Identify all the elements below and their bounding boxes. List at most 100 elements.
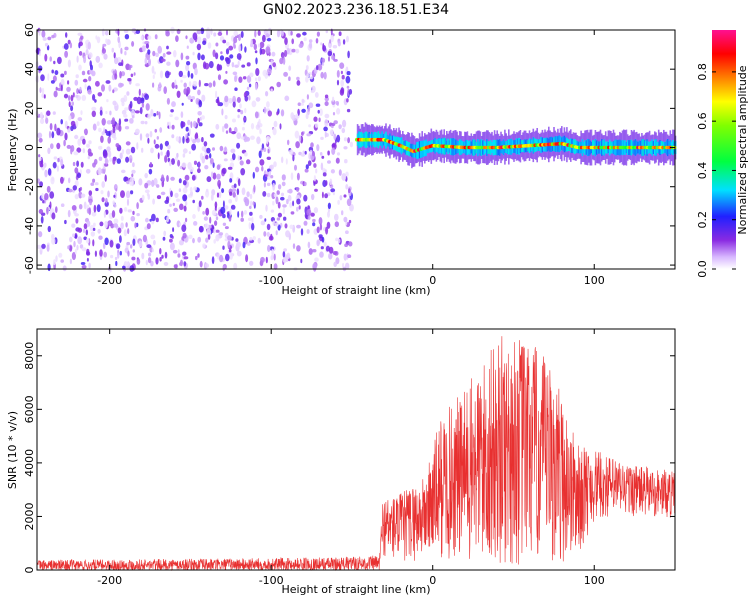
spectrogram-cell — [165, 31, 170, 37]
spectrogram-cell — [164, 140, 169, 147]
spectrogram-x-ticks: -200 -100 0 100 — [97, 30, 605, 287]
spectrogram-cell — [284, 37, 288, 45]
spectrogram-cell — [169, 203, 172, 207]
spectrogram-cell — [119, 207, 123, 214]
spectrogram-cell — [337, 199, 340, 205]
spectrogram-cell — [308, 41, 313, 49]
spectrogram-cell — [82, 148, 86, 154]
spectrogram-cell — [123, 207, 128, 212]
spectrogram-cell — [47, 263, 51, 272]
spectrogram-cell — [71, 101, 74, 106]
spectrogram-cell — [92, 123, 97, 131]
spectrogram-cell — [298, 135, 302, 143]
spectrogram-cell — [182, 148, 188, 154]
spectrogram-cell — [259, 47, 262, 56]
spectrogram-cell — [119, 152, 123, 160]
spectrogram-cell — [333, 261, 338, 267]
spectrogram-cell — [254, 50, 258, 54]
spectrogram-cell — [156, 184, 160, 188]
spectrogram-cell — [297, 102, 301, 106]
spectrogram-cell — [215, 216, 219, 221]
spectrogram-cell — [86, 237, 90, 244]
spectrogram-cell — [225, 253, 230, 262]
spectrogram-cell — [192, 51, 195, 56]
spectrogram-cell — [85, 229, 89, 236]
spectrogram-cell — [182, 251, 187, 256]
spectrogram-cell — [331, 147, 336, 155]
spectrogram-cell — [255, 166, 260, 173]
spectrogram-cell — [347, 137, 350, 144]
spectrogram-cell — [252, 201, 255, 206]
spectrogram-cell — [181, 224, 187, 232]
spectrogram-cell — [288, 149, 294, 155]
spectrogram-cell — [133, 72, 136, 76]
spectrogram-cell — [343, 146, 348, 150]
spectrogram-cell — [45, 117, 49, 124]
spectrogram-cell — [138, 88, 141, 96]
spectrogram-cell — [261, 165, 264, 172]
spectrogram-cell — [313, 163, 317, 168]
spectrogram-cell — [47, 168, 52, 176]
spectrogram-cell — [73, 240, 76, 248]
spectrogram-cell — [283, 71, 288, 77]
spectrogram-cell — [245, 254, 249, 263]
spectrogram-cell — [88, 262, 91, 269]
spectrogram-cell — [164, 70, 170, 79]
spectrogram-cell — [344, 159, 348, 164]
spectrogram-cell — [125, 148, 131, 155]
spectrogram-cell — [71, 205, 77, 211]
spectrogram-cell — [83, 129, 87, 134]
spectrogram-cell — [55, 86, 58, 91]
spectrogram-cell — [266, 231, 270, 237]
spectrogram-cell — [332, 96, 335, 102]
spectrogram-cell — [130, 109, 136, 118]
spectrogram-cell — [198, 161, 201, 169]
spectrogram-cell — [82, 228, 86, 233]
spectrogram-cell — [341, 74, 345, 80]
spectrogram-cell — [338, 124, 342, 130]
spectrogram-cell — [205, 263, 209, 268]
spectrogram-cell — [88, 207, 92, 216]
spectrogram-cell — [104, 157, 108, 165]
spectrogram-cell — [109, 110, 112, 116]
spectrogram-cell — [85, 43, 88, 49]
spectrogram-cell — [104, 220, 108, 229]
spectrogram-cell — [316, 240, 320, 247]
spectrogram-cell — [321, 236, 325, 243]
spectrogram-cell — [285, 158, 288, 165]
spectrogram-cell — [167, 144, 171, 150]
spectrogram-cell — [347, 50, 350, 59]
spectrogram-cell — [67, 209, 71, 218]
spectrogram-cell — [82, 138, 86, 145]
spectrogram-cell — [38, 231, 43, 238]
spectrogram-cell — [286, 47, 290, 55]
spectrogram-cell — [249, 260, 254, 266]
spectrogram-cell — [318, 234, 323, 239]
spectrogram-cell — [49, 191, 55, 199]
spectrogram-cell — [225, 57, 231, 65]
spectrogram-cell — [193, 221, 198, 226]
spectrogram-cell — [121, 109, 127, 115]
spectrogram-cell — [125, 141, 131, 146]
spectrogram-cell — [175, 84, 178, 89]
spectrogram-cell — [89, 200, 92, 206]
spectrogram-cell — [300, 258, 303, 264]
spectrogram-cell — [120, 215, 124, 222]
spectrogram-cell — [197, 253, 200, 258]
spectrogram-cell — [199, 225, 204, 233]
spectrogram-cell — [306, 209, 312, 216]
spectrogram-cell — [145, 217, 149, 223]
spectrogram-cell — [228, 199, 233, 204]
spectrogram-cell — [182, 136, 185, 144]
spectrogram-cell — [209, 216, 212, 224]
spectrogram-cell — [145, 43, 149, 49]
spectrogram-cell — [58, 252, 63, 258]
spectrogram-cell — [217, 74, 222, 81]
spectrogram-cell — [51, 237, 56, 245]
spectrogram-cell — [135, 128, 140, 135]
spectrogram-cell — [234, 195, 238, 202]
spectrogram-cell — [60, 159, 64, 167]
spectrogram-cell — [236, 142, 241, 149]
spectrogram-cell — [148, 168, 153, 175]
